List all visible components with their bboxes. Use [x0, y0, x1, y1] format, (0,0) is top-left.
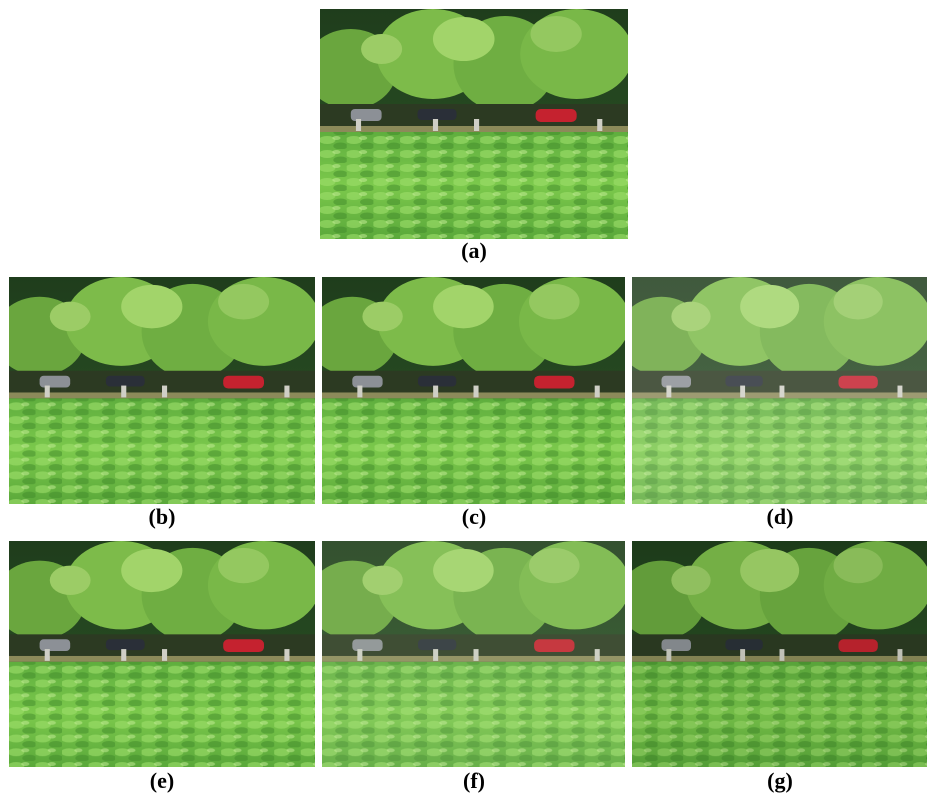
- image-b: [0, 277, 320, 504]
- image-e: [0, 541, 320, 767]
- caption: (b): [149, 504, 176, 529]
- page: (a) (b) (c) (d) (e) (f) (g) (() => { con…: [0, 0, 927, 796]
- image-a: [305, 9, 634, 239]
- caption: (c): [462, 504, 486, 529]
- caption: (g): [767, 768, 793, 793]
- caption: (d): [767, 504, 794, 529]
- caption: (f): [463, 768, 485, 793]
- image-tint: [632, 541, 927, 767]
- caption: (e): [150, 768, 174, 793]
- caption: (a): [461, 238, 487, 263]
- figure: (a) (b) (c) (d) (e) (f) (g): [0, 0, 927, 796]
- image-tint: [632, 277, 927, 504]
- image-tint: [322, 541, 625, 767]
- image-c: [307, 277, 630, 504]
